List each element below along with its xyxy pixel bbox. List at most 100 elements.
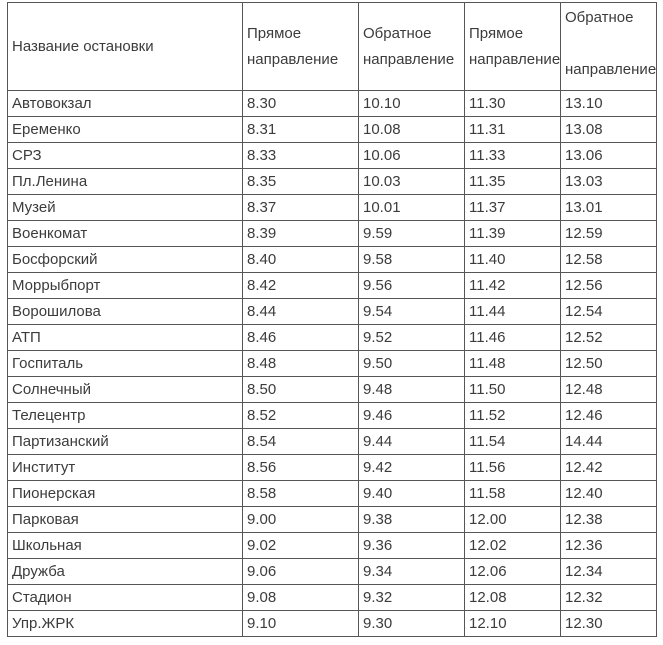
table-row: Институт 8.56 9.42 11.56 12.42 <box>7 454 657 481</box>
time-cell: 9.00 <box>242 506 359 533</box>
time-cell: 10.10 <box>358 90 465 117</box>
time-cell: 13.08 <box>560 116 657 143</box>
time-cell: 11.33 <box>464 142 561 169</box>
table-row: Ворошилова 8.44 9.54 11.44 12.54 <box>7 298 657 325</box>
time-cell: 9.38 <box>358 506 465 533</box>
table-row: Солнечный 8.50 9.48 11.50 12.48 <box>7 376 657 403</box>
table-row: Телецентр 8.52 9.46 11.52 12.46 <box>7 402 657 429</box>
time-cell: 10.03 <box>358 168 465 195</box>
table-row: Госпиталь 8.48 9.50 11.48 12.50 <box>7 350 657 377</box>
time-cell: 9.30 <box>358 610 465 637</box>
time-cell: 9.36 <box>358 532 465 559</box>
column-header-stop-name: Название остановки <box>7 2 243 91</box>
stop-name-cell: Партизанский <box>7 428 243 455</box>
time-cell: 12.30 <box>560 610 657 637</box>
time-cell: 11.48 <box>464 350 561 377</box>
time-cell: 9.44 <box>358 428 465 455</box>
time-cell: 12.56 <box>560 272 657 299</box>
time-cell: 8.31 <box>242 116 359 143</box>
time-cell: 9.59 <box>358 220 465 247</box>
table-row: Босфорский 8.40 9.58 11.40 12.58 <box>7 246 657 273</box>
time-cell: 8.50 <box>242 376 359 403</box>
bus-schedule-table: Название остановки Прямое направление Об… <box>7 2 657 637</box>
time-cell: 9.54 <box>358 298 465 325</box>
time-cell: 12.40 <box>560 480 657 507</box>
time-cell: 12.02 <box>464 532 561 559</box>
time-cell: 14.44 <box>560 428 657 455</box>
stop-name-cell: Военкомат <box>7 220 243 247</box>
stop-name-cell: Госпиталь <box>7 350 243 377</box>
table-row: Пл.Ленина 8.35 10.03 11.35 13.03 <box>7 168 657 195</box>
time-cell: 13.03 <box>560 168 657 195</box>
time-cell: 8.33 <box>242 142 359 169</box>
stop-name-cell: Моррыбпорт <box>7 272 243 299</box>
time-cell: 8.54 <box>242 428 359 455</box>
time-cell: 10.01 <box>358 194 465 221</box>
time-cell: 10.08 <box>358 116 465 143</box>
stop-name-cell: Упр.ЖРК <box>7 610 243 637</box>
time-cell: 12.32 <box>560 584 657 611</box>
time-cell: 8.46 <box>242 324 359 351</box>
time-cell: 9.06 <box>242 558 359 585</box>
time-cell: 9.52 <box>358 324 465 351</box>
time-cell: 11.50 <box>464 376 561 403</box>
stop-name-cell: Парковая <box>7 506 243 533</box>
time-cell: 8.44 <box>242 298 359 325</box>
time-cell: 12.50 <box>560 350 657 377</box>
time-cell: 12.10 <box>464 610 561 637</box>
time-cell: 11.30 <box>464 90 561 117</box>
time-cell: 9.56 <box>358 272 465 299</box>
time-cell: 9.02 <box>242 532 359 559</box>
time-cell: 9.50 <box>358 350 465 377</box>
time-cell: 13.10 <box>560 90 657 117</box>
time-cell: 9.32 <box>358 584 465 611</box>
table-row: Парковая 9.00 9.38 12.00 12.38 <box>7 506 657 533</box>
time-cell: 12.48 <box>560 376 657 403</box>
time-cell: 12.00 <box>464 506 561 533</box>
table-row: Военкомат 8.39 9.59 11.39 12.59 <box>7 220 657 247</box>
time-cell: 12.36 <box>560 532 657 559</box>
time-cell: 11.39 <box>464 220 561 247</box>
time-cell: 8.52 <box>242 402 359 429</box>
time-cell: 9.42 <box>358 454 465 481</box>
stop-name-cell: Пионерская <box>7 480 243 507</box>
time-cell: 12.08 <box>464 584 561 611</box>
time-cell: 10.06 <box>358 142 465 169</box>
stop-name-cell: Солнечный <box>7 376 243 403</box>
table-row: Дружба 9.06 9.34 12.06 12.34 <box>7 558 657 585</box>
time-cell: 12.42 <box>560 454 657 481</box>
stop-name-cell: Еременко <box>7 116 243 143</box>
time-cell: 8.56 <box>242 454 359 481</box>
time-cell: 9.08 <box>242 584 359 611</box>
time-cell: 11.56 <box>464 454 561 481</box>
time-cell: 9.48 <box>358 376 465 403</box>
table-row: СРЗ 8.33 10.06 11.33 13.06 <box>7 142 657 169</box>
time-cell: 13.01 <box>560 194 657 221</box>
time-cell: 12.52 <box>560 324 657 351</box>
time-cell: 11.46 <box>464 324 561 351</box>
time-cell: 11.40 <box>464 246 561 273</box>
time-cell: 9.46 <box>358 402 465 429</box>
table-row: Упр.ЖРК 9.10 9.30 12.10 12.30 <box>7 610 657 637</box>
time-cell: 9.10 <box>242 610 359 637</box>
time-cell: 12.58 <box>560 246 657 273</box>
time-cell: 8.42 <box>242 272 359 299</box>
time-cell: 8.58 <box>242 480 359 507</box>
time-cell: 8.39 <box>242 220 359 247</box>
header-row: Название остановки Прямое направление Об… <box>7 2 657 91</box>
table-row: Моррыбпорт 8.42 9.56 11.42 12.56 <box>7 272 657 299</box>
time-cell: 12.38 <box>560 506 657 533</box>
table-row: Еременко 8.31 10.08 11.31 13.08 <box>7 116 657 143</box>
stop-name-cell: Автовокзал <box>7 90 243 117</box>
time-cell: 12.59 <box>560 220 657 247</box>
stop-name-cell: АТП <box>7 324 243 351</box>
stop-name-cell: Стадион <box>7 584 243 611</box>
time-cell: 12.46 <box>560 402 657 429</box>
time-cell: 12.54 <box>560 298 657 325</box>
table-row: Автовокзал 8.30 10.10 11.30 13.10 <box>7 90 657 117</box>
stop-name-cell: Дружба <box>7 558 243 585</box>
schedule-table-body: Автовокзал 8.30 10.10 11.30 13.10 Еремен… <box>7 90 657 637</box>
stop-name-cell: Школьная <box>7 532 243 559</box>
time-cell: 11.52 <box>464 402 561 429</box>
